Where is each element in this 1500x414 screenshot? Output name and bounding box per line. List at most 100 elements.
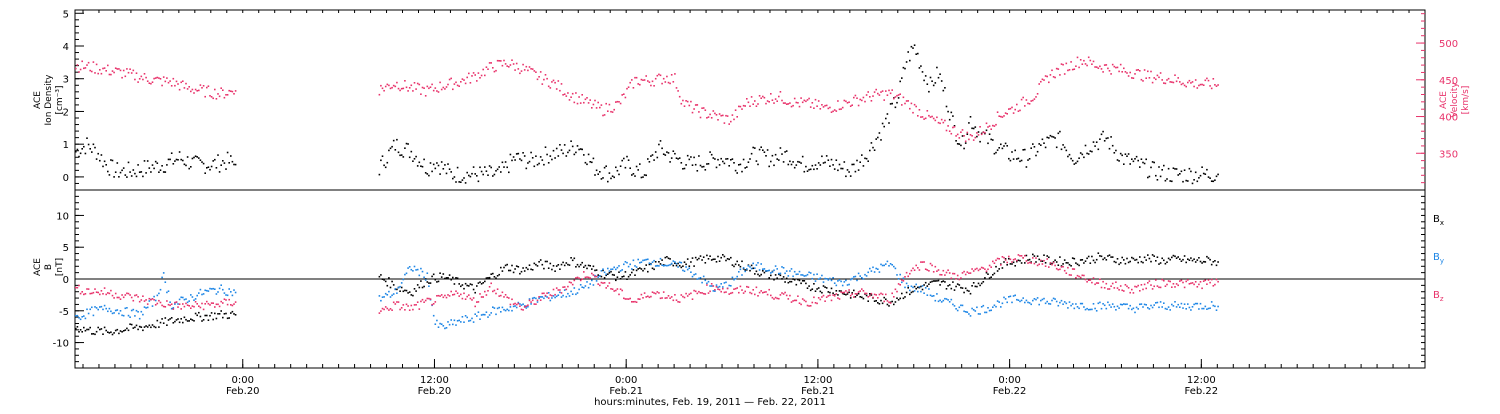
bottom-series-by-point [218, 287, 221, 290]
top-series-ion-density-point [78, 155, 80, 158]
velocity-tick-label: 500 [1439, 39, 1458, 50]
top-series-ion-density-point [718, 164, 721, 166]
bottom-series-bx-point [146, 326, 149, 328]
top-series-velocity-point [102, 67, 104, 70]
bottom-series-bz-point [1004, 259, 1007, 261]
bottom-series-bz-point [707, 292, 710, 294]
bottom-series-by-point [210, 288, 213, 290]
bottom-series-bx-point [675, 264, 678, 267]
bottom-series-bx-point [894, 301, 897, 303]
top-series-ion-density-point [1179, 173, 1181, 175]
top-series-ion-density-point [907, 51, 909, 53]
bottom-series-bx-point [479, 281, 481, 283]
top-series-ion-density-point [963, 147, 965, 150]
bottom-series-bz-point [222, 302, 224, 304]
bottom-series-by-point [987, 307, 989, 309]
top-series-ion-density-point [559, 144, 561, 146]
bottom-series-bz-point [1054, 264, 1056, 267]
bottom-series-by-point [1131, 308, 1133, 311]
bottom-series-bx-point [722, 254, 724, 256]
bottom-series-bx-point [448, 274, 451, 276]
top-series-velocity-point [381, 87, 384, 90]
bottom-series-by-point [378, 295, 381, 297]
bottom-series-bz-point [931, 264, 933, 267]
top-series-velocity-point [1043, 79, 1045, 81]
bottom-series-by-point [1167, 306, 1170, 308]
top-series-ion-density-point [722, 160, 724, 163]
bottom-series-by-point [81, 316, 83, 318]
bottom-series-bz-point [1009, 258, 1012, 261]
bottom-series-bz-point [1139, 290, 1141, 292]
bottom-series-bz-point [755, 286, 758, 289]
bottom-series-bx-point [696, 258, 699, 261]
bottom-series-by-point [747, 265, 750, 267]
top-series-velocity-point [471, 75, 473, 77]
bottom-series-bz-point [576, 276, 579, 279]
bottom-series-bx-point [121, 331, 123, 333]
top-series-ion-density-point [468, 174, 470, 177]
top-series-ion-density-point [819, 164, 822, 166]
top-series-ion-density-point [867, 160, 869, 162]
bottom-series-bz-point [1102, 280, 1104, 283]
bottom-series-bx-point [797, 278, 799, 281]
top-series-ion-density-point [1182, 180, 1184, 183]
bottom-series-bz-point [554, 293, 556, 296]
top-series-velocity-point [699, 116, 702, 119]
bottom-series-by-point [1089, 308, 1092, 311]
bottom-series-bz-point [87, 288, 90, 290]
legend-bx: Bx [1433, 214, 1444, 227]
bottom-series-by-point [848, 283, 850, 286]
bottom-series-bz-point [83, 293, 85, 296]
top-series-velocity-point [923, 118, 925, 120]
bottom-series-bz-point [225, 299, 227, 301]
bottom-series-by-point [471, 317, 473, 320]
top-series-ion-density-point [669, 161, 671, 163]
bottom-series-bx-point [849, 297, 852, 299]
bottom-series-bx-point [407, 292, 409, 294]
top-series-velocity-point [560, 83, 563, 85]
top-series-velocity-point [1217, 84, 1219, 86]
bottom-series-by-point [383, 296, 385, 298]
bottom-series-bx-point [477, 282, 480, 284]
bottom-series-by-point [1172, 305, 1175, 307]
top-series-ion-density-point [571, 145, 574, 148]
top-series-velocity-point [83, 67, 85, 70]
bottom-series-by-point [936, 293, 938, 295]
bottom-series-bx-point [841, 292, 844, 295]
bottom-series-bz-point [444, 294, 446, 297]
top-series-velocity-point [750, 96, 753, 98]
top-series-ion-density-point [145, 172, 147, 174]
bottom-series-bz-point [584, 276, 587, 279]
top-series-velocity-point [1051, 69, 1053, 72]
top-series-velocity-point [1194, 79, 1197, 81]
b-tick-label: 10 [56, 211, 69, 222]
top-series-ion-density-point [615, 166, 617, 169]
bottom-series-by-point [84, 317, 87, 320]
top-series-velocity-point [806, 99, 809, 101]
bottom-series-by-point [198, 292, 200, 294]
top-series-ion-density-point [228, 162, 230, 164]
top-series-velocity-point [1119, 63, 1122, 66]
bottom-series-bx-point [960, 286, 962, 289]
density-tick-label: 0 [63, 173, 69, 184]
top-series-ion-density-point [824, 161, 826, 164]
x-tick-date: Feb.20 [226, 386, 260, 397]
top-series-velocity-point [766, 100, 769, 102]
bottom-series-bx-point [1153, 255, 1155, 257]
bottom-series-bz-point [412, 308, 414, 311]
top-series-ion-density-point [712, 157, 715, 159]
bottom-series-bz-point [662, 291, 665, 293]
top-series-ion-density-point [1156, 179, 1159, 181]
bottom-series-bz-point [885, 293, 887, 296]
bottom-series-bx-point [685, 263, 687, 266]
bottom-series-by-point [1180, 302, 1183, 305]
top-series-velocity-point [809, 106, 812, 108]
top-series-velocity-point [551, 81, 553, 83]
bottom-series-bx-point [730, 256, 732, 259]
bottom-series-bx-point [1215, 264, 1218, 267]
top-series-ion-density-point [381, 155, 384, 157]
bottom-series-bz-point [378, 312, 381, 314]
bottom-series-bx-point [455, 277, 457, 279]
bottom-series-by-point [955, 308, 957, 310]
bottom-series-by-point [1161, 306, 1163, 308]
